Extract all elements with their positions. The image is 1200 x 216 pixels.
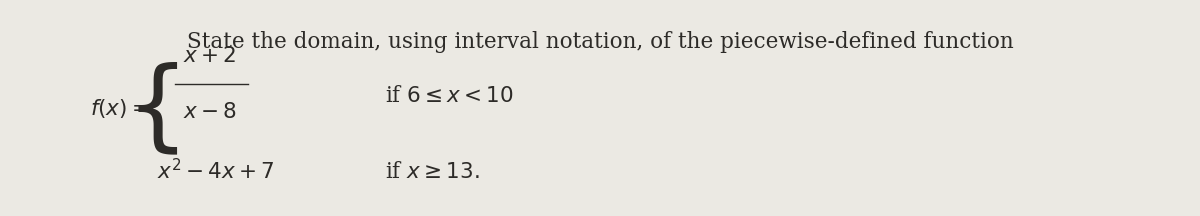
Text: $f(x) =$: $f(x) =$ bbox=[90, 97, 149, 119]
Text: $x - 8$: $x - 8$ bbox=[184, 101, 236, 123]
Text: if $x \geq 13.$: if $x \geq 13.$ bbox=[385, 161, 480, 183]
Text: if $6 \leq x < 10$: if $6 \leq x < 10$ bbox=[385, 85, 514, 107]
Text: $\{$: $\{$ bbox=[126, 63, 179, 159]
Text: $x^2 - 4x + 7$: $x^2 - 4x + 7$ bbox=[157, 159, 275, 185]
Text: $x + 2$: $x + 2$ bbox=[184, 45, 236, 67]
Text: State the domain, using interval notation, of the piecewise-defined function: State the domain, using interval notatio… bbox=[187, 31, 1013, 53]
